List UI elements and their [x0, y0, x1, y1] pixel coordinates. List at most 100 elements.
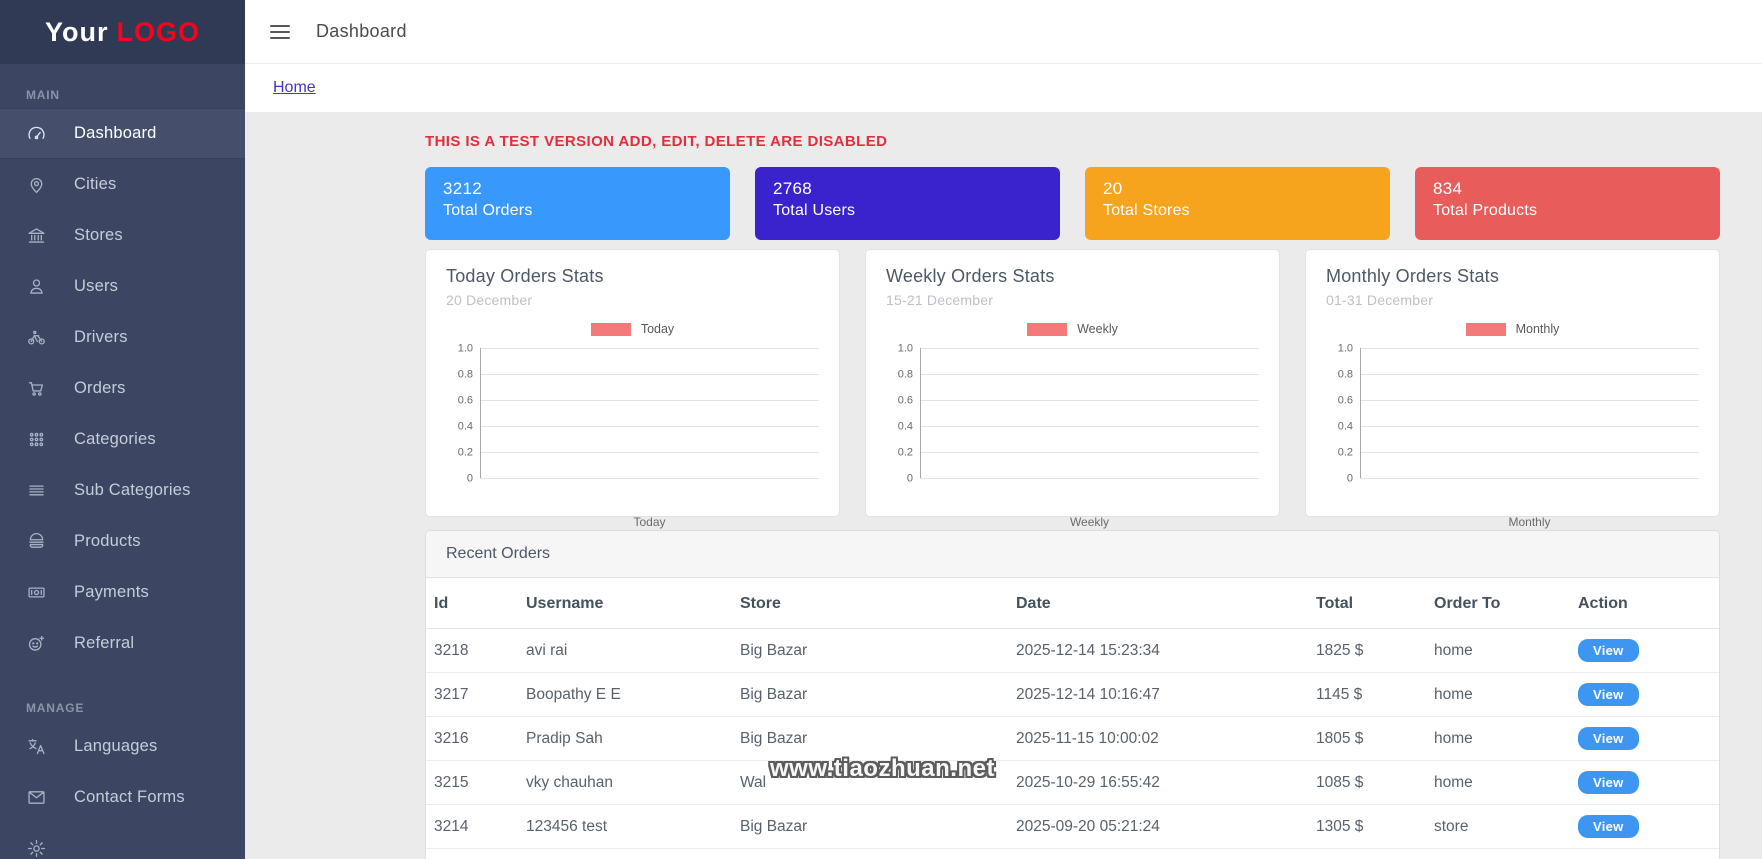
- lines-icon: [26, 480, 50, 502]
- y-axis-line: [1360, 348, 1361, 478]
- sidebar-section-manage: MANAGE: [26, 701, 85, 715]
- sidebar-item-products[interactable]: Products: [0, 516, 245, 567]
- cell-date: 2025-09-20 05:21:24: [1008, 804, 1308, 849]
- cell-store: Big Bazar: [732, 628, 1008, 673]
- sidebar-item-categories[interactable]: Categories: [0, 414, 245, 465]
- chart-plot: 1.0 0.8 0.6 0.4 0.2 0: [446, 343, 819, 504]
- y-tick: 0: [906, 472, 913, 485]
- x-axis-label: Weekly: [1069, 515, 1110, 529]
- gauge-icon: [26, 123, 50, 145]
- chart-subtitle: 20 December: [446, 292, 533, 308]
- cell-date: 2025-12-14 15:23:34: [1008, 628, 1308, 673]
- sidebar-item-users[interactable]: Users: [0, 261, 245, 312]
- hamburger-menu-icon[interactable]: [270, 21, 290, 43]
- y-tick: 0.6: [897, 394, 913, 407]
- y-tick: 1.0: [1337, 342, 1353, 355]
- chart-legend: Monthly: [1326, 322, 1699, 336]
- cell-order-to: home: [1426, 628, 1570, 673]
- legend-label: Today: [640, 322, 675, 336]
- y-tick: 0.6: [457, 394, 473, 407]
- sidebar-item-label: Dashboard: [74, 124, 157, 142]
- cart-icon: [26, 378, 50, 400]
- sidebar-item-referral[interactable]: Referral: [0, 618, 245, 669]
- sidebar-item-partial[interactable]: [0, 823, 245, 859]
- cell-date: 2025-12-14 10:16:47: [1008, 672, 1308, 717]
- sidebar-item-label: Users: [74, 277, 119, 295]
- view-button[interactable]: View: [1578, 727, 1639, 750]
- table-header-row: Id Username Store Date Total Order To Ac…: [426, 578, 1719, 629]
- cell-total: 1805 $: [1308, 716, 1426, 761]
- cell-order-to: home: [1426, 760, 1570, 805]
- sidebar-item-stores[interactable]: Stores: [0, 210, 245, 261]
- cell-store: Wal: [732, 760, 1008, 805]
- cell-username: vky chauhan: [518, 760, 732, 805]
- column-header-action: Action: [1570, 578, 1719, 629]
- chart-card-weekly: Weekly Orders Stats 15-21 December Weekl…: [865, 249, 1280, 529]
- sidebar-item-sub-categories[interactable]: Sub Categories: [0, 465, 245, 516]
- sidebar-item-cities[interactable]: Cities: [0, 159, 245, 210]
- view-button[interactable]: View: [1578, 639, 1639, 662]
- cell-username: Pradip Sah: [518, 716, 732, 761]
- grid-dots-icon: [26, 429, 50, 451]
- sidebar-item-label: Stores: [74, 226, 123, 244]
- sidebar-item-orders[interactable]: Orders: [0, 363, 245, 414]
- sidebar-item-dashboard[interactable]: Dashboard: [0, 108, 245, 159]
- sidebar-section-main: MAIN: [26, 88, 60, 102]
- y-axis-line: [480, 348, 481, 478]
- table-row: 3213 123456 test Big Bazar 2025-09-20 05…: [426, 848, 1719, 859]
- test-version-warning: THIS IS A TEST VERSION ADD, EDIT, DELETE…: [425, 133, 888, 150]
- cell-total: 1305 $: [1308, 804, 1426, 849]
- y-tick: 0.8: [457, 368, 473, 381]
- user-icon: [26, 276, 50, 298]
- chart-card-today: Today Orders Stats 20 December Today 1.0…: [425, 249, 840, 529]
- y-tick: 0.4: [1337, 420, 1353, 433]
- smiley-plus-icon: [26, 633, 50, 655]
- stat-value: 3212: [443, 179, 483, 198]
- stat-card-total-orders: 3212 Total Orders: [425, 167, 730, 240]
- sidebar-item-languages[interactable]: Languages: [0, 721, 245, 772]
- logo-text-left: Your: [45, 16, 109, 47]
- stat-value: 2768: [773, 179, 813, 198]
- gear-icon: [26, 838, 50, 859]
- stat-label: Total Stores: [1103, 202, 1190, 219]
- cell-order-to: store: [1426, 804, 1570, 849]
- cell-id: 3214: [426, 804, 518, 849]
- recent-orders-title: Recent Orders: [426, 531, 1719, 578]
- y-tick: 0: [1346, 472, 1353, 485]
- chart-legend: Weekly: [886, 322, 1259, 336]
- y-tick: 0.8: [897, 368, 913, 381]
- view-button[interactable]: View: [1578, 683, 1639, 706]
- chart-card-monthly: Monthly Orders Stats 01-31 December Mont…: [1305, 249, 1720, 529]
- y-tick: 0.2: [897, 446, 913, 459]
- column-header-username: Username: [518, 578, 732, 629]
- stat-card-total-users: 2768 Total Users: [755, 167, 1060, 240]
- sidebar-item-payments[interactable]: Payments: [0, 567, 245, 618]
- charts-row: Today Orders Stats 20 December Today 1.0…: [425, 249, 1720, 529]
- cash-icon: [26, 582, 50, 604]
- legend-label: Weekly: [1077, 322, 1118, 336]
- sidebar-item-label: Payments: [74, 583, 149, 601]
- sidebar-item-label: Drivers: [74, 328, 128, 346]
- stat-card-total-products: 834 Total Products: [1415, 167, 1720, 240]
- view-button[interactable]: View: [1578, 815, 1639, 838]
- y-axis-line: [920, 348, 921, 478]
- y-tick: 1.0: [897, 342, 913, 355]
- y-tick: 0.4: [897, 420, 913, 433]
- sidebar-item-drivers[interactable]: Drivers: [0, 312, 245, 363]
- column-header-order-to: Order To: [1426, 578, 1570, 629]
- stat-value: 834: [1433, 179, 1463, 198]
- stat-label: Total Products: [1433, 202, 1538, 219]
- cell-username: 123456 test: [518, 804, 732, 849]
- chart-plot: 1.0 0.8 0.6 0.4 0.2 0: [886, 343, 1259, 504]
- x-axis-label: Today: [633, 515, 666, 529]
- view-button[interactable]: View: [1578, 771, 1639, 794]
- sidebar-item-contact-forms[interactable]: Contact Forms: [0, 772, 245, 823]
- cell-id: 3215: [426, 760, 518, 805]
- chart-title: Weekly Orders Stats: [886, 266, 1055, 286]
- sidebar-item-label: Contact Forms: [74, 788, 185, 806]
- legend-color-swatch: [1465, 322, 1506, 336]
- logo: Your LOGO: [0, 0, 245, 64]
- table-row: 3215 vky chauhan Wal 2025-10-29 16:55:42…: [426, 760, 1719, 805]
- breadcrumb-home-link[interactable]: Home: [273, 79, 316, 96]
- table-row: 3216 Pradip Sah Big Bazar 2025-11-15 10:…: [426, 716, 1719, 761]
